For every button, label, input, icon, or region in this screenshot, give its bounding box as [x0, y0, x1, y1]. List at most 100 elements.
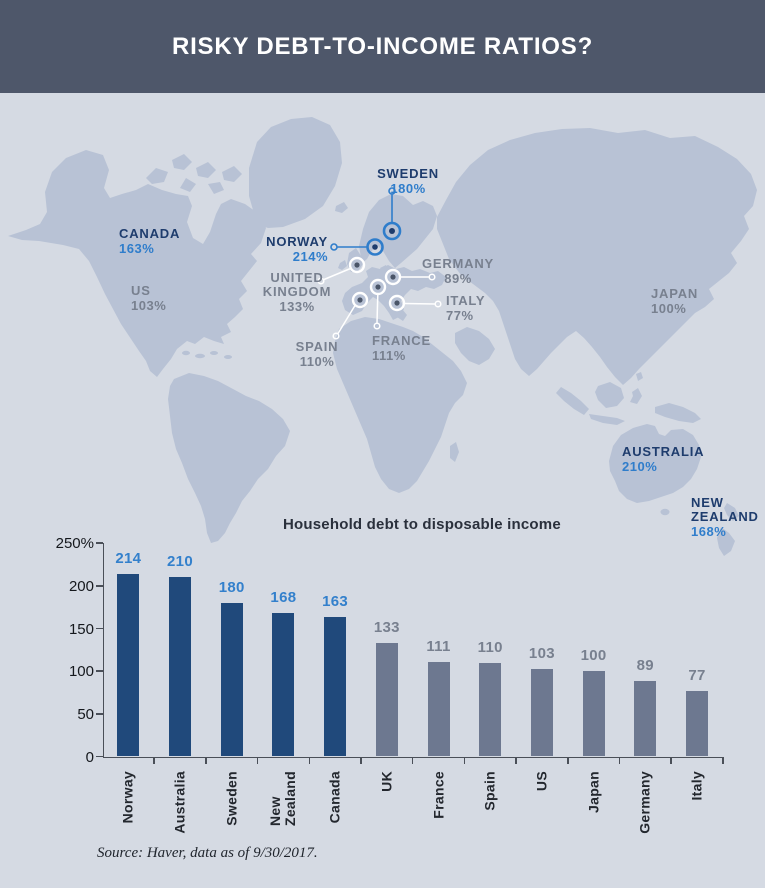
continent-asia — [437, 128, 757, 385]
bar — [530, 668, 553, 757]
map-country-value: 110% — [299, 354, 335, 369]
y-tick-label: 150 — [68, 620, 94, 638]
bar — [634, 680, 657, 757]
bar-category-label: Australia — [171, 771, 188, 834]
island-new-zealand-south — [717, 527, 735, 556]
map-country-value: 77% — [446, 308, 474, 323]
island-new-guinea — [655, 403, 701, 423]
bar-category-label: France — [430, 771, 446, 819]
island-caribbean — [210, 351, 218, 355]
region-arabia — [455, 327, 495, 365]
marker-united-kingdom — [317, 256, 366, 285]
island-tasmania — [660, 508, 670, 516]
y-axis-line — [102, 543, 104, 757]
island-japan — [614, 262, 661, 340]
map-country-value: 133% — [279, 299, 315, 314]
map-label-australia: AUSTRALIA 210% — [622, 445, 704, 474]
island-sumatra — [556, 387, 589, 415]
bar — [117, 573, 140, 757]
page-title: RISKY DEBT-TO-INCOME RATIOS? — [171, 32, 594, 60]
map-country-value: 180% — [390, 181, 426, 196]
bar-category-label: Japan — [585, 771, 602, 813]
y-tick-label: 200 — [68, 577, 94, 595]
island-ireland — [338, 260, 347, 270]
map-label-new-zealand: NEW ZEALAND 168% — [691, 496, 761, 539]
y-tick-label: 100 — [68, 663, 94, 681]
bar — [479, 662, 502, 757]
map-country-name: UNITED KINGDOM — [262, 270, 332, 299]
bar-category-label: Canada — [326, 771, 343, 824]
header: RISKY DEBT-TO-INCOME RATIOS? — [0, 0, 765, 93]
marker-france — [369, 278, 387, 330]
island-caribbean — [224, 355, 232, 359]
map-country-name: SWEDEN — [377, 166, 439, 181]
continent-south-america — [168, 373, 290, 543]
bar-category-label: Spain — [481, 771, 498, 811]
x-tick — [463, 758, 466, 764]
bar-category-label: Italy — [688, 771, 705, 801]
map-label-canada: CANADA 163% — [119, 227, 180, 256]
y-tick-label: 250% — [55, 535, 94, 553]
x-tick — [670, 758, 672, 764]
map-label-japan: JAPAN 100% — [651, 287, 698, 316]
map-country-value: 111% — [372, 348, 406, 363]
island-sulawesi — [630, 388, 642, 404]
region-italy-peninsula — [388, 296, 407, 321]
map-country-name: GERMANY — [421, 256, 495, 271]
bar — [375, 643, 398, 757]
map-country-value: 100% — [651, 301, 687, 316]
bar — [686, 690, 708, 757]
bar-value-label: 180 — [218, 578, 245, 596]
map-country-value: 163% — [119, 241, 155, 256]
map-label-germany: GERMANY 89% — [419, 257, 497, 286]
map-label-italy: ITALY 77% — [446, 294, 485, 323]
island-caribbean — [167, 345, 177, 351]
bar-value-label: 111 — [426, 637, 451, 655]
map-country-value: 168% — [691, 524, 727, 539]
continent-north-america — [8, 150, 266, 377]
x-tick — [515, 758, 517, 764]
map-country-name: NORWAY — [266, 234, 328, 249]
continent-africa — [333, 317, 467, 493]
y-tick — [96, 670, 103, 672]
map-country-name: SPAIN — [295, 339, 339, 354]
y-tick — [96, 713, 103, 715]
x-tick — [256, 758, 259, 764]
bar-category-label: Germany — [636, 771, 653, 834]
map-label-france: FRANCE 111% — [372, 334, 431, 363]
bar-value-label: 214 — [115, 549, 142, 567]
marker-norway — [330, 238, 384, 256]
map-label-spain: SPAIN 110% — [279, 340, 355, 369]
bar-category-label: UK — [378, 771, 395, 792]
island-madagascar — [450, 442, 459, 462]
map-country-value: 210% — [622, 459, 658, 474]
bar-value-label: 89 — [636, 656, 654, 674]
x-tick — [205, 758, 207, 764]
y-tick — [96, 585, 103, 587]
bar — [272, 613, 295, 757]
bar — [169, 577, 191, 757]
bar-value-label: 163 — [322, 593, 349, 611]
marker-sweden — [382, 187, 402, 241]
map-country-name: FRANCE — [372, 333, 431, 348]
x-axis-line — [102, 756, 724, 758]
bar — [324, 617, 347, 757]
x-tick — [411, 758, 414, 764]
map-country-name: AUSTRALIA — [622, 444, 705, 459]
arctic-islands — [146, 154, 242, 194]
island-philippines — [625, 352, 643, 381]
island-caribbean — [182, 350, 190, 356]
map-label-norway: NORWAY 214% — [248, 235, 328, 264]
bar-value-label: 103 — [528, 644, 555, 662]
x-tick — [153, 758, 155, 764]
island-caribbean — [195, 353, 205, 359]
map-country-value: 89% — [444, 271, 472, 286]
bar — [582, 671, 605, 757]
continent-australia — [609, 424, 701, 503]
region-scandinavia — [359, 194, 437, 268]
map-country-name: NEW ZEALAND — [691, 495, 759, 524]
bar-value-label: 110 — [477, 638, 503, 656]
map-country-value: 103% — [131, 298, 167, 313]
marker-italy — [388, 294, 442, 312]
source-note: Source: Haver, data as of 9/30/2017. — [97, 845, 318, 861]
